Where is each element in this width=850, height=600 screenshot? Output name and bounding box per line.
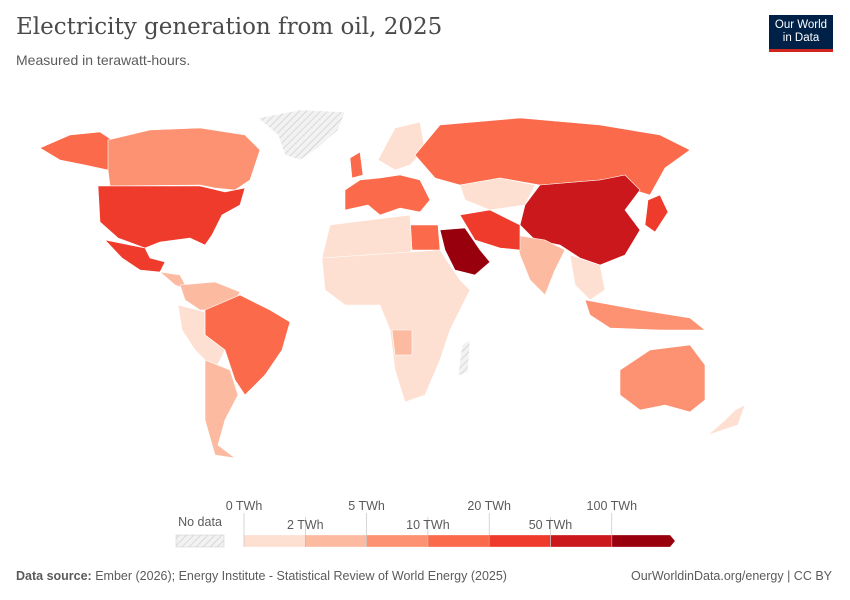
legend-label-0: 0 TWh (226, 499, 263, 513)
country-india[interactable] (514, 234, 566, 296)
country-scandinavia[interactable] (377, 121, 426, 171)
country-kazakhstan[interactable] (459, 177, 536, 211)
legend-label-5: 5 TWh (348, 499, 385, 513)
legend-bin-0[interactable] (243, 534, 306, 548)
country-saudi-arabia[interactable] (439, 227, 491, 276)
country-indonesia[interactable] (584, 299, 706, 331)
legend-label-50: 50 TWh (529, 518, 573, 532)
legend-label-2: 2 TWh (287, 518, 324, 532)
country-alaska[interactable] (39, 131, 113, 171)
country-canada[interactable] (107, 127, 261, 191)
country-new-zealand[interactable] (707, 404, 746, 436)
source-text[interactable]: Ember (2026); Energy Institute - Statist… (95, 569, 507, 583)
footer-source: Data source: Ember (2026); Energy Instit… (16, 569, 507, 583)
legend-no-data-swatch (175, 534, 225, 548)
legend-no-data-label: No data (178, 515, 222, 529)
source-label: Data source: (16, 569, 92, 583)
world-map[interactable] (0, 90, 850, 490)
footer-link[interactable]: OurWorldinData.org/energy | CC BY (630, 569, 832, 583)
legend-bin-5[interactable] (550, 534, 612, 548)
legend-label-100: 100 TWh (587, 499, 638, 513)
country-sub-saharan-africa[interactable] (321, 249, 471, 403)
legend-label-20: 20 TWh (467, 499, 511, 513)
legend-bin-2[interactable] (366, 534, 429, 548)
legend-label-10: 10 TWh (406, 518, 450, 532)
country-western-europe[interactable] (344, 174, 431, 216)
country-mexico[interactable] (104, 239, 166, 273)
legend-bin-4[interactable] (489, 534, 551, 548)
country-southeast-asia[interactable] (569, 254, 606, 301)
country-russia[interactable] (414, 117, 691, 196)
country-madagascar[interactable] (457, 339, 471, 377)
country-uk[interactable] (349, 151, 364, 179)
owid-logo[interactable]: Our World in Data (769, 15, 833, 52)
legend-bin-3[interactable] (427, 534, 490, 548)
country-egypt[interactable] (409, 224, 441, 251)
legend-bin-1[interactable] (305, 534, 367, 548)
country-pakistan-iran[interactable] (459, 209, 521, 251)
country-argentina-chile[interactable] (204, 359, 239, 459)
country-japan[interactable] (644, 194, 669, 233)
subtitle: Measured in terawatt-hours. (16, 52, 191, 68)
country-angola[interactable] (391, 329, 413, 356)
legend: No data 0 TWh 5 TWh 20 TWh 100 TWh 2 TWh… (175, 499, 676, 548)
legend-bin-6[interactable] (611, 534, 676, 548)
country-peru-bolivia[interactable] (177, 304, 226, 371)
country-usa[interactable] (97, 185, 246, 249)
page-title: Electricity generation from oil, 2025 (16, 14, 443, 40)
country-australia[interactable] (619, 344, 706, 413)
country-greenland[interactable] (257, 109, 346, 161)
